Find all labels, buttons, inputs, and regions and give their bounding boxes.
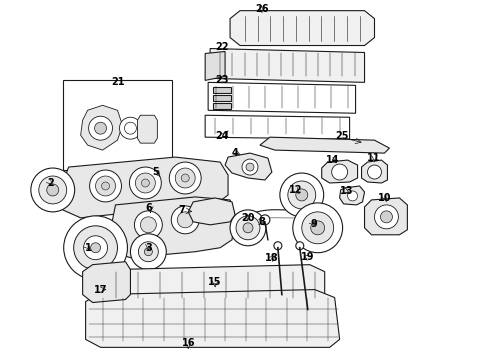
Text: 6: 6 [145, 203, 152, 213]
Circle shape [380, 211, 392, 223]
Text: 1: 1 [85, 243, 92, 253]
Circle shape [31, 168, 74, 212]
Circle shape [120, 117, 142, 139]
Circle shape [236, 216, 260, 240]
Polygon shape [205, 115, 349, 139]
Polygon shape [225, 153, 272, 180]
Polygon shape [96, 265, 325, 305]
Circle shape [280, 173, 324, 217]
Text: 16: 16 [181, 338, 195, 348]
Text: 24: 24 [215, 131, 229, 141]
Polygon shape [365, 198, 407, 235]
Polygon shape [322, 160, 358, 183]
Circle shape [288, 181, 316, 209]
Text: 2: 2 [48, 178, 54, 188]
Circle shape [130, 234, 166, 270]
Circle shape [175, 168, 195, 188]
Text: 11: 11 [367, 153, 380, 163]
Text: 18: 18 [265, 253, 279, 263]
Polygon shape [208, 82, 356, 113]
Polygon shape [213, 103, 231, 109]
Circle shape [181, 174, 189, 182]
Circle shape [230, 210, 266, 246]
Circle shape [95, 122, 106, 134]
Circle shape [311, 221, 325, 235]
Polygon shape [86, 289, 340, 347]
Circle shape [169, 162, 201, 194]
Polygon shape [230, 11, 374, 45]
Circle shape [274, 242, 282, 250]
Polygon shape [362, 160, 388, 183]
Circle shape [142, 179, 149, 187]
Circle shape [296, 189, 308, 201]
Polygon shape [213, 87, 231, 93]
Circle shape [135, 173, 155, 193]
Text: 10: 10 [378, 193, 391, 203]
Circle shape [145, 248, 152, 256]
Circle shape [141, 217, 156, 233]
Polygon shape [213, 95, 231, 101]
Text: 8: 8 [259, 217, 266, 227]
Text: 7: 7 [179, 205, 186, 215]
Circle shape [39, 176, 67, 204]
Circle shape [246, 163, 254, 171]
Text: 25: 25 [335, 131, 348, 141]
Circle shape [84, 236, 107, 260]
Polygon shape [210, 49, 365, 82]
Polygon shape [83, 262, 130, 302]
Circle shape [134, 211, 162, 239]
Text: 12: 12 [289, 185, 302, 195]
Text: 13: 13 [340, 186, 353, 196]
Text: 26: 26 [255, 4, 269, 14]
Polygon shape [61, 157, 228, 218]
Text: 14: 14 [326, 155, 340, 165]
Circle shape [172, 206, 199, 234]
Circle shape [296, 242, 304, 250]
Circle shape [74, 226, 118, 270]
Circle shape [293, 203, 343, 253]
Circle shape [302, 212, 334, 244]
Circle shape [177, 212, 193, 228]
Text: 5: 5 [152, 167, 159, 177]
Polygon shape [340, 186, 365, 205]
Circle shape [242, 159, 258, 175]
Circle shape [47, 184, 59, 196]
Polygon shape [188, 198, 235, 225]
Text: 20: 20 [241, 213, 255, 223]
Text: 21: 21 [112, 77, 125, 87]
Circle shape [347, 191, 358, 201]
Circle shape [332, 164, 347, 180]
Circle shape [129, 167, 161, 199]
Circle shape [101, 182, 110, 190]
Text: 9: 9 [310, 219, 317, 229]
Circle shape [64, 216, 127, 280]
Circle shape [90, 170, 122, 202]
Polygon shape [137, 115, 157, 143]
Circle shape [124, 122, 136, 134]
Circle shape [91, 243, 100, 253]
Circle shape [243, 223, 253, 233]
Text: 22: 22 [215, 41, 229, 51]
Circle shape [260, 215, 270, 225]
Circle shape [89, 116, 113, 140]
Polygon shape [63, 80, 172, 170]
Circle shape [96, 176, 116, 196]
Circle shape [368, 165, 382, 179]
Text: 4: 4 [232, 148, 239, 158]
Text: 17: 17 [94, 284, 107, 294]
Polygon shape [260, 137, 390, 153]
Text: 19: 19 [301, 252, 315, 262]
Text: 23: 23 [215, 75, 229, 85]
Text: 3: 3 [145, 243, 152, 253]
Polygon shape [205, 51, 225, 80]
Circle shape [138, 242, 158, 262]
Polygon shape [111, 197, 235, 258]
Circle shape [374, 205, 398, 229]
Polygon shape [81, 105, 122, 150]
Text: 15: 15 [208, 276, 222, 287]
